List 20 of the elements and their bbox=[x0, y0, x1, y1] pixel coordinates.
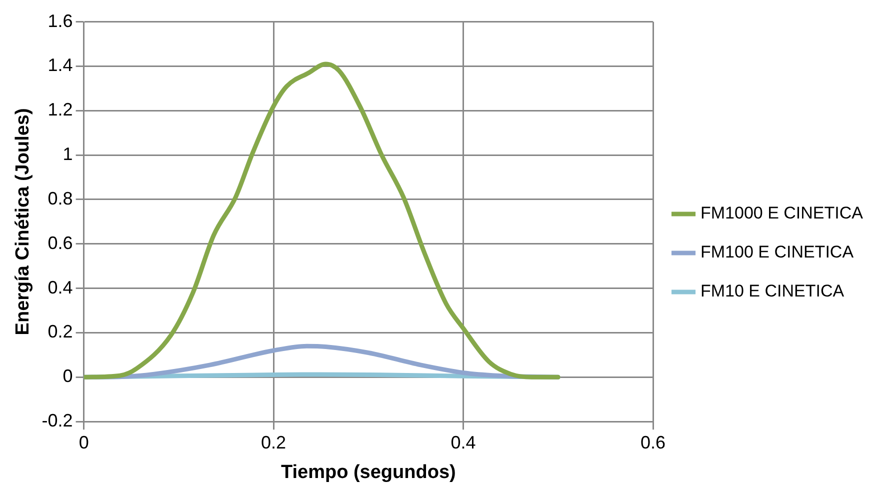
x-tick-label: 0.4 bbox=[450, 432, 476, 452]
legend-label: FM10 E CINETICA bbox=[700, 282, 845, 301]
y-tick-label: 1.6 bbox=[48, 10, 73, 31]
x-tick-label: 0.2 bbox=[261, 432, 286, 452]
y-axis-title: Energía Cinética (Joules) bbox=[12, 108, 34, 336]
y-tick-label: 0.2 bbox=[48, 322, 73, 342]
x-tick-label: 0.6 bbox=[640, 432, 666, 452]
legend-label: FM1000 E CINETICA bbox=[700, 204, 864, 223]
y-tick-label: -0.2 bbox=[42, 410, 73, 431]
y-tick-label: 1 bbox=[62, 144, 73, 164]
y-tick-label: 1.2 bbox=[48, 100, 73, 120]
y-tick-label: 0.6 bbox=[48, 232, 73, 253]
y-tick-label: 0.8 bbox=[48, 188, 73, 208]
legend-label: FM100 E CINETICA bbox=[700, 242, 854, 262]
x-axis-title: Tiempo (segundos) bbox=[280, 462, 456, 483]
x-tick-label: 0 bbox=[78, 432, 89, 452]
y-tick-label: 1.4 bbox=[48, 55, 73, 76]
y-tick-label: 0 bbox=[62, 366, 73, 386]
line-series bbox=[84, 62, 560, 380]
y-tick-label: 0.4 bbox=[48, 277, 73, 298]
